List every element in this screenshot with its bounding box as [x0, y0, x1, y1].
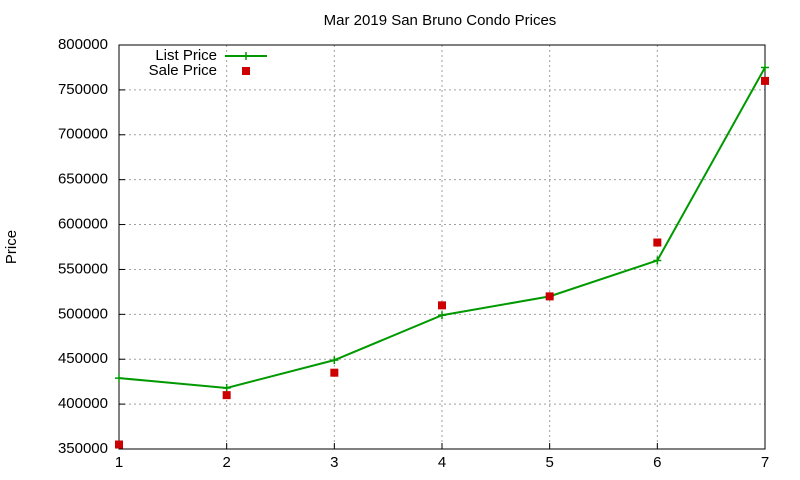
y-tick-label: 400000: [58, 395, 108, 412]
legend-marker: [242, 67, 250, 75]
data-point: [115, 440, 123, 449]
data-point: [438, 311, 446, 320]
data-point: [115, 374, 123, 383]
x-tick-label: 4: [438, 454, 446, 471]
y-tick-label: 750000: [58, 81, 108, 98]
y-tick-label: 600000: [58, 216, 108, 233]
legend-label: Sale Price: [149, 62, 217, 79]
data-point: [222, 383, 231, 392]
data-point: [545, 292, 554, 301]
y-tick-label: 700000: [58, 126, 108, 143]
y-axis-label: Price: [3, 230, 20, 264]
data-point: [653, 256, 662, 265]
y-tick-label: 800000: [58, 36, 108, 53]
x-tick-label: 3: [330, 454, 338, 471]
chart-title: Mar 2019 San Bruno Condo Prices: [324, 12, 557, 29]
data-point: [438, 301, 446, 310]
legend-marker: [242, 52, 250, 60]
data-point: [330, 368, 339, 377]
data-point: [653, 238, 662, 247]
y-tick-label: 500000: [58, 305, 108, 322]
data-point: [761, 63, 769, 72]
x-tick-label: 6: [653, 454, 661, 471]
y-tick-label: 550000: [58, 260, 108, 277]
x-tick-label: 2: [222, 454, 230, 471]
x-tick-label: 7: [761, 454, 769, 471]
legend-label: List Price: [155, 47, 217, 64]
plot-border: [118, 44, 766, 450]
data-point: [761, 76, 769, 85]
y-tick-label: 450000: [58, 350, 108, 367]
x-tick-label: 1: [115, 454, 123, 471]
x-tick-label: 5: [545, 454, 553, 471]
data-point: [222, 391, 231, 400]
data-point: [330, 356, 339, 365]
y-tick-label: 350000: [58, 440, 108, 457]
y-tick-label: 650000: [58, 171, 108, 188]
